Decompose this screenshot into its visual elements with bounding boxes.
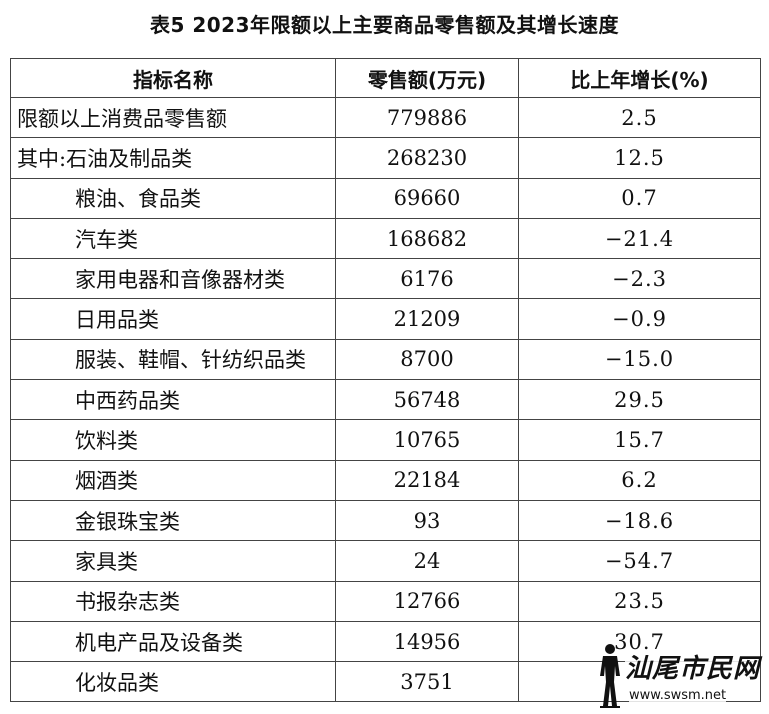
- growth-value: −21.4: [518, 217, 761, 260]
- table-row: 家用电器和音像器材类 6176 −2.3: [10, 258, 761, 300]
- sales-value: 3751: [335, 661, 519, 703]
- indicator-name: 书报杂志类: [10, 580, 336, 622]
- indicator-name: 化妆品类: [10, 661, 336, 703]
- table-row: 其中:石油及制品类 268230 12.5: [10, 137, 761, 179]
- table-row: 金银珠宝类 93 −18.6: [10, 499, 761, 542]
- growth-value: −0.9: [518, 298, 761, 340]
- growth-value: 2.5: [518, 96, 761, 139]
- column-header-indicator: 指标名称: [10, 58, 336, 98]
- retail-sales-table: 指标名称 零售额(万元) 比上年增长(%) 限额以上消费品零售额 779886 …: [10, 58, 761, 703]
- column-header-growth: 比上年增长(%): [518, 58, 761, 98]
- indicator-name: 限额以上消费品零售额: [10, 96, 336, 139]
- sales-value: 10765: [335, 419, 519, 461]
- indicator-name: 粮油、食品类: [10, 177, 336, 219]
- sales-value: 12766: [335, 580, 519, 622]
- indicator-name: 烟酒类: [10, 459, 336, 501]
- sales-value: 168682: [335, 217, 519, 260]
- table-row: 饮料类 10765 15.7: [10, 419, 761, 461]
- growth-value: 6.2: [518, 459, 761, 501]
- growth-value: −18.6: [518, 499, 761, 542]
- indicator-name: 金银珠宝类: [10, 499, 336, 542]
- site-watermark: 汕尾市民网 www.swsm.net: [595, 642, 765, 708]
- column-header-sales: 零售额(万元): [335, 58, 519, 98]
- sales-value: 6176: [335, 258, 519, 300]
- growth-value: 0.7: [518, 177, 761, 219]
- watermark-url: www.swsm.net: [629, 688, 727, 703]
- indicator-name: 其中:石油及制品类: [10, 137, 336, 179]
- growth-value: −54.7: [518, 540, 761, 582]
- header-row: 指标名称 零售额(万元) 比上年增长(%): [10, 58, 761, 98]
- table-row: 日用品类 21209 −0.9: [10, 298, 761, 340]
- growth-value: 29.5: [518, 379, 761, 421]
- sales-value: 56748: [335, 379, 519, 421]
- indicator-name: 家用电器和音像器材类: [10, 258, 336, 300]
- indicator-name: 饮料类: [10, 419, 336, 461]
- growth-value: 23.5: [518, 580, 761, 622]
- indicator-name: 中西药品类: [10, 379, 336, 421]
- table-row: 服装、鞋帽、针纺织品类 8700 −15.0: [10, 338, 761, 381]
- sales-value: 93: [335, 499, 519, 542]
- growth-value: 12.5: [518, 137, 761, 179]
- watermark-logo: 汕尾市民网: [625, 654, 761, 684]
- indicator-name: 日用品类: [10, 298, 336, 340]
- table-row: 书报杂志类 12766 23.5: [10, 580, 761, 622]
- table-row: 汽车类 168682 −21.4: [10, 217, 761, 260]
- sales-value: 22184: [335, 459, 519, 501]
- person-silhouette-icon: [600, 644, 620, 708]
- growth-value: 15.7: [518, 419, 761, 461]
- sales-value: 268230: [335, 137, 519, 179]
- sales-value: 24: [335, 540, 519, 582]
- sales-value: 8700: [335, 338, 519, 381]
- sales-value: 14956: [335, 620, 519, 663]
- growth-value: −2.3: [518, 258, 761, 300]
- indicator-name: 汽车类: [10, 217, 336, 260]
- table-title: 表5 2023年限额以上主要商品零售额及其增长速度: [149, 13, 620, 37]
- sales-value: 779886: [335, 96, 519, 139]
- indicator-name: 家具类: [10, 540, 336, 582]
- table-row: 粮油、食品类 69660 0.7: [10, 177, 761, 219]
- growth-value: −15.0: [518, 338, 761, 381]
- table-row: 限额以上消费品零售额 779886 2.5: [10, 96, 761, 139]
- indicator-name: 机电产品及设备类: [10, 620, 336, 663]
- table-row: 机电产品及设备类 14956 30.7: [10, 620, 761, 663]
- indicator-name: 服装、鞋帽、针纺织品类: [10, 338, 336, 381]
- table-row: 家具类 24 −54.7: [10, 540, 761, 582]
- sales-value: 21209: [335, 298, 519, 340]
- table-row: 烟酒类 22184 6.2: [10, 459, 761, 501]
- table-row: 中西药品类 56748 29.5: [10, 379, 761, 421]
- sales-value: 69660: [335, 177, 519, 219]
